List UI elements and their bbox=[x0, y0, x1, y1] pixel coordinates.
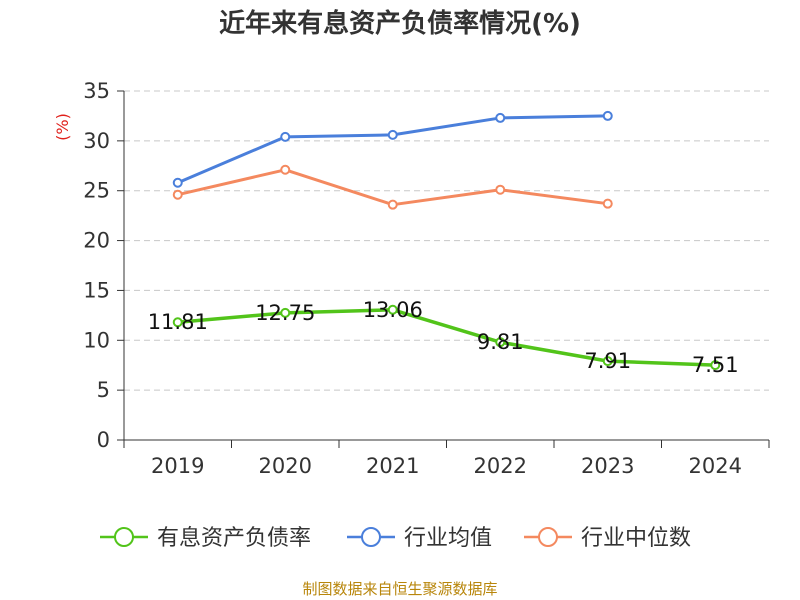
y-tick-label: 0 bbox=[97, 428, 110, 452]
x-tick-label: 2021 bbox=[366, 454, 419, 478]
chart-title: 近年来有息资产负债率情况(%) bbox=[219, 8, 581, 39]
x-tick-label: 2022 bbox=[474, 454, 527, 478]
legend-swatch-marker bbox=[114, 527, 134, 547]
x-tick-label: 2023 bbox=[581, 454, 634, 478]
data-point bbox=[495, 112, 506, 123]
x-tick-label: 2019 bbox=[151, 454, 204, 478]
gridlines bbox=[124, 90, 769, 391]
legend: 有息资产负债率 行业均值 行业中位数 bbox=[100, 526, 691, 551]
legend-swatch-marker bbox=[361, 527, 381, 547]
series-line bbox=[176, 114, 610, 185]
legend-item: 有息资产负债率 bbox=[100, 526, 311, 551]
data-label: 7.51 bbox=[692, 353, 739, 377]
data-point bbox=[602, 110, 613, 121]
data-point bbox=[387, 129, 398, 140]
data-point bbox=[710, 360, 721, 371]
series-2 bbox=[172, 164, 613, 210]
data-point bbox=[172, 177, 183, 188]
data-point bbox=[495, 337, 506, 348]
legend-swatch-marker bbox=[538, 527, 558, 547]
data-point bbox=[172, 317, 183, 328]
data-point bbox=[495, 184, 506, 195]
data-label: 11.81 bbox=[148, 310, 208, 334]
axes bbox=[117, 90, 770, 448]
x-tick-label: 2024 bbox=[689, 454, 742, 478]
data-point bbox=[602, 356, 613, 367]
y-tick-labels: 0 5 10 15 20 25 30 35 bbox=[83, 79, 110, 452]
data-point bbox=[172, 189, 183, 200]
series-0: 11.81 12.75 13.06 9.81 7.91 7.51 bbox=[148, 298, 739, 377]
series-line bbox=[176, 168, 610, 207]
data-label: 12.75 bbox=[255, 301, 315, 325]
x-tick-labels: 2019 2020 2021 2022 2023 2024 bbox=[151, 454, 742, 478]
data-point bbox=[387, 199, 398, 210]
y-axis-label: (%) bbox=[53, 113, 72, 141]
data-point bbox=[602, 198, 613, 209]
data-label: 7.91 bbox=[584, 349, 631, 373]
legend-label: 行业均值 bbox=[404, 526, 492, 551]
series-layer: 11.81 12.75 13.06 9.81 7.91 7.51 bbox=[148, 110, 739, 377]
legend-item: 行业均值 bbox=[347, 526, 492, 551]
y-tick-label: 5 bbox=[97, 378, 110, 402]
y-tick-label: 15 bbox=[83, 278, 110, 302]
y-tick-label: 10 bbox=[83, 328, 110, 352]
data-point bbox=[280, 131, 291, 142]
y-tick-label: 25 bbox=[83, 179, 110, 203]
series-line bbox=[176, 308, 717, 367]
data-point bbox=[280, 164, 291, 175]
y-tick-label: 35 bbox=[83, 79, 110, 103]
y-tick-label: 20 bbox=[83, 229, 110, 253]
source-note: 制图数据来自恒生聚源数据库 bbox=[302, 580, 497, 598]
data-label: 13.06 bbox=[363, 298, 423, 322]
legend-item: 行业中位数 bbox=[524, 526, 691, 551]
y-tick-label: 30 bbox=[83, 129, 110, 153]
legend-label: 行业中位数 bbox=[581, 526, 691, 551]
data-point bbox=[387, 304, 398, 315]
x-tick-label: 2020 bbox=[259, 454, 312, 478]
legend-label: 有息资产负债率 bbox=[157, 526, 311, 551]
data-label: 9.81 bbox=[477, 330, 524, 354]
data-point bbox=[280, 307, 291, 318]
series-1 bbox=[172, 110, 613, 188]
